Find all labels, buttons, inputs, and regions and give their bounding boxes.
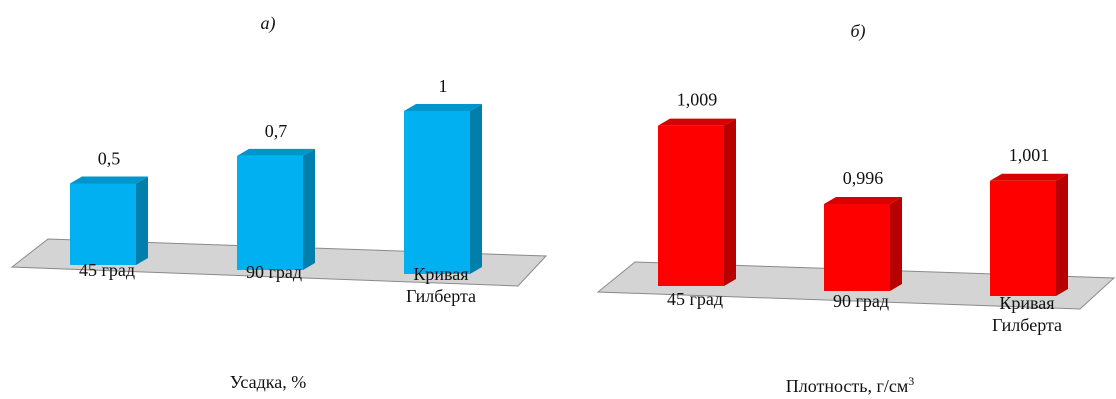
bar-side-b-1 <box>890 197 902 291</box>
bar-front-b-0 <box>658 125 724 287</box>
bar-top-a-0 <box>70 176 148 184</box>
category-label-a-1: 90 град <box>246 262 302 282</box>
value-label-a-1: 0,7 <box>265 121 288 141</box>
value-label-b-1: 0,996 <box>843 168 884 188</box>
bar-top-b-1 <box>824 197 902 204</box>
category-label-b-1: 90 град <box>833 291 889 311</box>
bar-side-a-1 <box>303 148 315 270</box>
category-label-b-2: Кривая Гилберта <box>992 293 1062 335</box>
bar-front-a-2 <box>404 111 470 274</box>
chart-panel-a: а) Усадка, % 0,5 45 град 0,7 90 град 1 Кривая… <box>10 13 548 392</box>
panel-label-b: б) <box>850 21 865 42</box>
chart-panel-b: б) Плотность, г/см3 1,009 45 град 0,996 90 … <box>596 21 1116 396</box>
bar-b-1 <box>824 197 902 291</box>
bar-side-b-2 <box>1056 173 1068 296</box>
bar-top-a-1 <box>237 148 315 156</box>
category-label-a-0: 45 град <box>79 260 135 280</box>
bar-side-b-0 <box>724 118 736 287</box>
bar-side-a-2 <box>470 104 482 274</box>
bar-a-0 <box>70 176 148 265</box>
bar-front-a-1 <box>237 155 303 270</box>
bar-a-2 <box>404 104 482 274</box>
bar-front-a-0 <box>70 183 136 265</box>
bar-top-a-2 <box>404 104 482 111</box>
panel-label-a: а) <box>261 13 276 34</box>
category-label-b-0: 45 град <box>667 289 723 309</box>
bar-front-b-2 <box>990 180 1056 296</box>
value-label-b-0: 1,009 <box>677 90 718 110</box>
category-label-a-2: Кривая Гилберта <box>406 264 476 306</box>
bar-top-b-2 <box>990 173 1068 181</box>
bar-front-b-1 <box>824 204 890 291</box>
axis-title-a: Усадка, % <box>230 372 306 392</box>
bar-b-0 <box>658 118 736 287</box>
bar-b-2 <box>990 173 1068 296</box>
value-label-a-2: 1 <box>439 76 448 96</box>
bar-side-a-0 <box>136 176 148 265</box>
bar-top-b-0 <box>658 118 736 126</box>
value-label-b-2: 1,001 <box>1009 145 1050 165</box>
bar-a-1 <box>237 148 315 270</box>
value-label-a-0: 0,5 <box>98 149 121 169</box>
axis-title-b: Плотность, г/см3 <box>786 374 915 396</box>
